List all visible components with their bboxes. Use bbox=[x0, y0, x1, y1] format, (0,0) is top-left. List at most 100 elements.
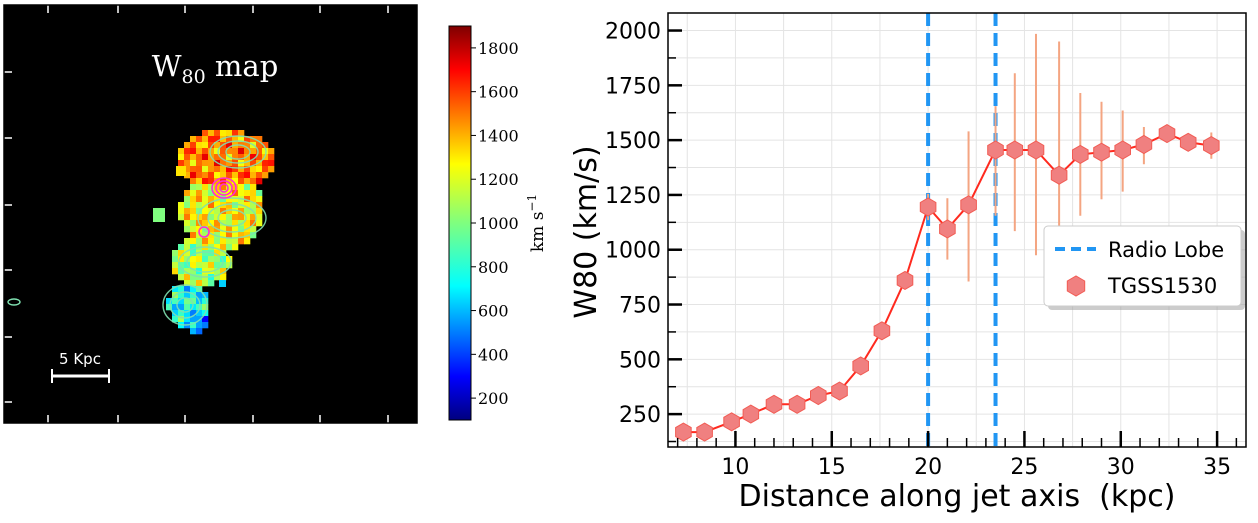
map-pixel bbox=[256, 220, 263, 227]
data-point bbox=[873, 321, 891, 341]
legend-tgss1530-label: TGSS1530 bbox=[1107, 274, 1217, 298]
colorbar-tick-label: 400 bbox=[478, 345, 509, 364]
map-pixel bbox=[196, 172, 203, 179]
map-pixel bbox=[184, 160, 191, 167]
map-pixel bbox=[178, 298, 185, 305]
map-pixel bbox=[226, 238, 233, 245]
green-contour bbox=[207, 203, 257, 233]
map-pixel bbox=[190, 232, 197, 239]
map-pixel bbox=[178, 256, 185, 263]
map-pixel bbox=[232, 172, 239, 179]
data-point bbox=[1203, 136, 1220, 156]
map-pixel bbox=[256, 166, 263, 173]
magenta-contour bbox=[219, 183, 229, 193]
map-pixel bbox=[202, 166, 209, 173]
map-pixel bbox=[184, 286, 191, 293]
y-axis-ticks: 250 500 750 1000 1250 1500 1750 2000 bbox=[605, 20, 682, 443]
map-pixel bbox=[214, 220, 221, 227]
map-pixel bbox=[184, 298, 191, 305]
map-pixel bbox=[238, 178, 245, 185]
map-pixel bbox=[202, 190, 209, 197]
map-pixel bbox=[196, 238, 203, 245]
map-pixel bbox=[190, 136, 197, 143]
map-pixel bbox=[226, 232, 233, 239]
map-pixel bbox=[190, 262, 197, 269]
colorbar-tick-label: 1000 bbox=[478, 214, 519, 233]
map-pixel bbox=[178, 154, 185, 161]
map-pixel bbox=[202, 184, 209, 191]
map-pixel bbox=[262, 172, 269, 179]
map-pixel bbox=[190, 322, 197, 329]
map-pixel bbox=[238, 226, 245, 233]
map-pixel bbox=[178, 250, 185, 257]
data-point bbox=[852, 356, 869, 376]
map-pixel bbox=[226, 256, 233, 263]
map-pixel bbox=[232, 184, 239, 191]
map-pixel bbox=[172, 286, 179, 293]
map-pixel bbox=[238, 166, 245, 173]
data-point bbox=[1135, 134, 1153, 155]
map-pixel bbox=[184, 220, 191, 227]
map-pixel bbox=[244, 232, 251, 239]
map-pixel bbox=[238, 172, 245, 179]
magenta-contour bbox=[215, 180, 233, 196]
data-point bbox=[1027, 140, 1045, 160]
map-pixel bbox=[190, 226, 197, 233]
legend: Radio Lobe TGSS1530 bbox=[1043, 225, 1245, 310]
map-pixel bbox=[214, 130, 221, 137]
map-pixel bbox=[226, 178, 233, 185]
map-pixel bbox=[220, 274, 227, 281]
map-pixel bbox=[202, 226, 209, 233]
map-pixel bbox=[220, 226, 227, 233]
map-pixel bbox=[232, 166, 239, 173]
map-pixel bbox=[153, 208, 165, 222]
data-point bbox=[1072, 144, 1089, 164]
map-pixel bbox=[172, 250, 179, 257]
map-pixel bbox=[250, 154, 257, 161]
map-pixel bbox=[226, 184, 233, 191]
map-pixel bbox=[178, 208, 185, 215]
green-contour bbox=[217, 140, 259, 164]
map-pixel bbox=[256, 136, 263, 143]
data-point bbox=[788, 394, 806, 414]
map-pixel bbox=[244, 148, 251, 155]
map-pixel bbox=[202, 268, 209, 275]
map-pixel bbox=[202, 220, 209, 227]
map-pixel bbox=[214, 148, 221, 155]
scale-bar: 5 Kpc bbox=[51, 350, 110, 383]
map-pixel bbox=[172, 262, 179, 269]
map-pixel bbox=[214, 238, 221, 245]
map-pixel bbox=[190, 142, 197, 149]
map-pixel bbox=[178, 214, 185, 221]
map-pixel bbox=[232, 196, 239, 203]
y-tick-label: 1000 bbox=[605, 239, 661, 264]
map-pixel bbox=[184, 316, 191, 323]
map-pixel bbox=[190, 190, 197, 197]
map-pixel bbox=[262, 148, 269, 155]
map-pixel bbox=[232, 208, 239, 215]
map-pixel bbox=[202, 172, 209, 179]
map-pixel bbox=[250, 196, 257, 203]
map-pixel bbox=[202, 208, 209, 215]
map-pixel bbox=[172, 316, 179, 323]
colorbar-tick-label: 600 bbox=[478, 302, 509, 321]
magenta-contour bbox=[211, 177, 237, 199]
map-pixel bbox=[232, 232, 239, 239]
green-contour bbox=[162, 284, 208, 326]
map-pixel bbox=[244, 142, 251, 149]
map-pixel bbox=[184, 226, 191, 233]
map-pixel bbox=[250, 226, 257, 233]
map-pixel bbox=[208, 178, 215, 185]
map-pixel bbox=[208, 136, 215, 143]
map-pixel bbox=[184, 208, 191, 215]
map-pixel bbox=[190, 286, 197, 293]
map-pixel bbox=[190, 244, 197, 251]
map-pixel bbox=[220, 148, 227, 155]
map-pixel bbox=[208, 256, 215, 263]
map-pixel bbox=[196, 310, 203, 317]
map-pixel bbox=[190, 268, 197, 275]
map-pixel bbox=[208, 166, 215, 173]
scale-bar-label: 5 Kpc bbox=[59, 350, 101, 368]
map-pixel bbox=[214, 178, 221, 185]
map-pixel bbox=[250, 214, 257, 221]
